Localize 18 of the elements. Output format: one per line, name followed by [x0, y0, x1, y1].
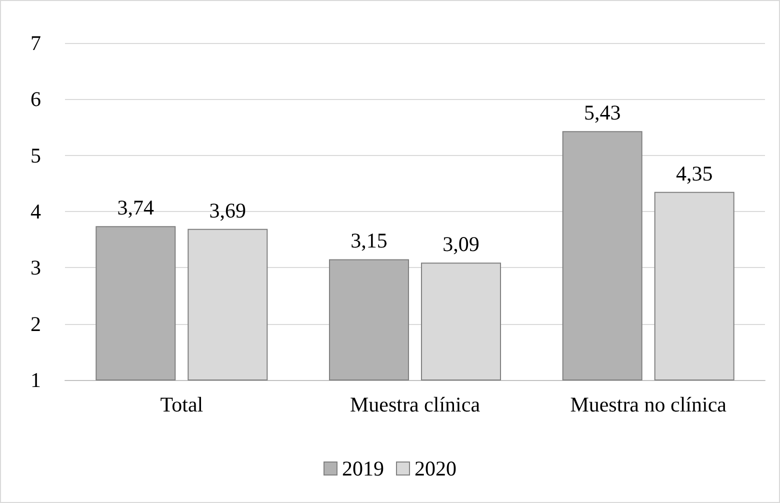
- data-label: 3,15: [350, 228, 388, 253]
- data-label: 5,43: [584, 100, 621, 125]
- y-tick-label: 1: [30, 368, 41, 392]
- y-tick-label: 7: [30, 31, 41, 55]
- y-tick-label: 3: [30, 256, 41, 280]
- x-tick-label: Muestra no clínica: [570, 392, 728, 416]
- data-label: 3,09: [442, 232, 480, 256]
- x-tick-label: Muestra clínica: [350, 392, 481, 416]
- legend-label: 2019: [342, 456, 384, 480]
- y-tick-label: 4: [30, 200, 42, 224]
- y-tick-label: 5: [30, 143, 41, 168]
- data-label: 3,74: [117, 196, 155, 220]
- data-label: 3,69: [209, 198, 246, 222]
- legend-label: 2020: [414, 456, 456, 480]
- data-label: 4,35: [676, 161, 713, 186]
- y-tick-label: 2: [30, 312, 41, 336]
- x-tick-label: Total: [160, 392, 204, 416]
- y-tick-label: 6: [30, 87, 41, 112]
